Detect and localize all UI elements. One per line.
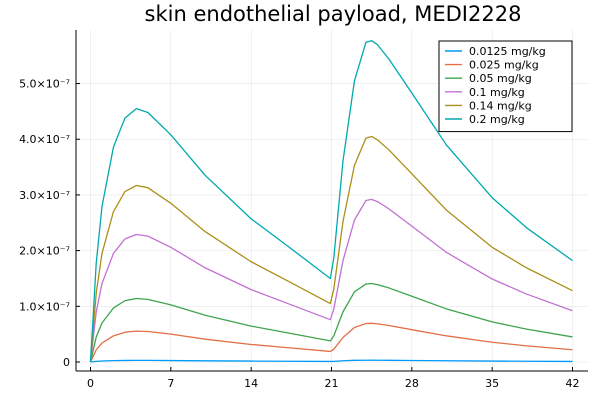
y-tick-label: 1.0×10⁻⁷ (19, 300, 70, 313)
series-line-1 (90, 359, 573, 363)
x-tick-label: 28 (405, 377, 419, 390)
x-tick-label: 42 (566, 377, 580, 390)
x-tick-label: 14 (244, 377, 258, 390)
legend-label: 0.14 mg/kg (469, 99, 532, 112)
series-line-6 (89, 40, 573, 363)
x-tick-label: 35 (485, 377, 499, 390)
y-tick-label: 5.0×10⁻⁷ (19, 78, 70, 91)
x-tick-label: 7 (167, 377, 174, 390)
y-tick-label: 3.0×10⁻⁷ (19, 189, 70, 202)
chart-title: skin endothelial payload, MEDI2228 (145, 2, 522, 26)
x-axis-ticks: 0 7 14 21 28 35 42 (87, 367, 580, 390)
series-line-5 (89, 135, 573, 363)
legend-label: 0.2 mg/kg (469, 113, 525, 126)
series-line-4 (89, 198, 573, 363)
series-line-2 (89, 322, 573, 363)
series-line-3 (89, 282, 573, 363)
legend-label: 0.0125 mg/kg (469, 45, 546, 58)
y-tick-label: 0 (63, 356, 70, 369)
y-tick-label: 4.0×10⁻⁷ (19, 133, 70, 146)
y-axis-ticks: 0 1.0×10⁻⁷ 2.0×10⁻⁷ 3.0×10⁻⁷ 4.0×10⁻⁷ 5.0×10⁻… (19, 78, 80, 369)
legend: 0.0125 mg/kg0.025 mg/kg0.05 mg/kg0.1 mg/… (438, 40, 573, 133)
x-tick-label: 21 (325, 377, 339, 390)
y-tick-label: 2.0×10⁻⁷ (19, 245, 70, 258)
legend-box (438, 40, 573, 133)
legend-label: 0.1 mg/kg (469, 86, 525, 99)
legend-label: 0.05 mg/kg (469, 72, 532, 85)
series-group (89, 40, 573, 363)
x-tick-label: 0 (87, 377, 94, 390)
legend-label: 0.025 mg/kg (469, 59, 539, 72)
